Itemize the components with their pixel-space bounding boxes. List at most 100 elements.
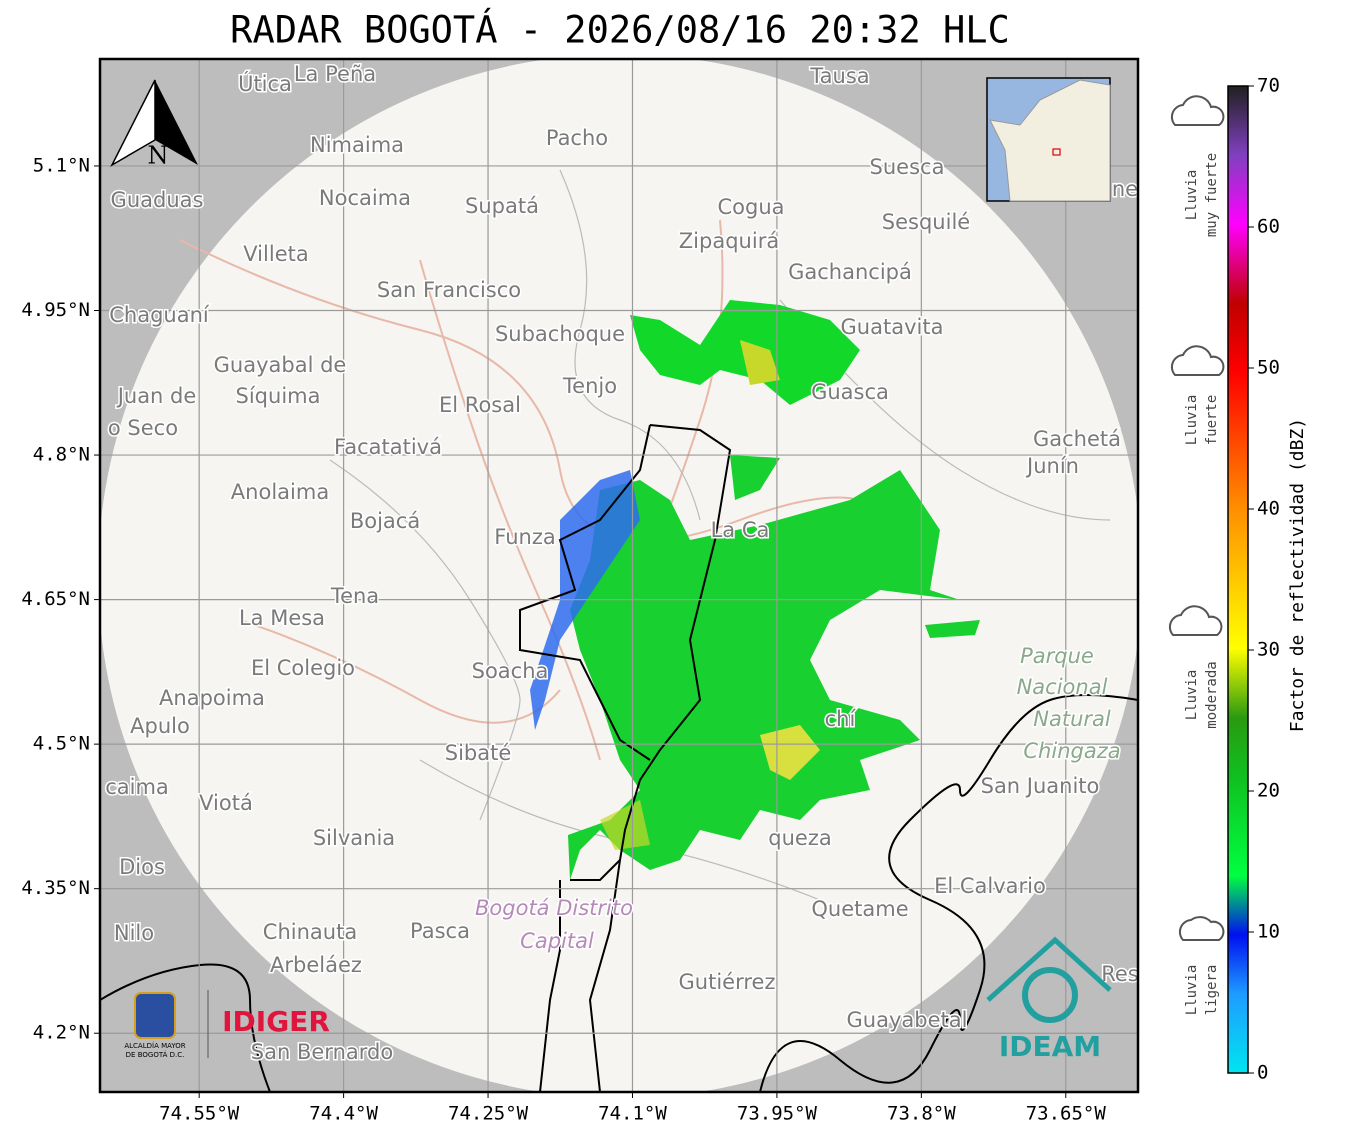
place-label: Sibaté [445, 741, 512, 765]
y-tick-label: 4.35°N [21, 877, 90, 899]
colorbar-tick-label: 30 [1257, 639, 1280, 661]
place-label: Suesca [870, 155, 945, 179]
colorbar [1227, 85, 1249, 1074]
place-label: Guaduas [111, 188, 204, 212]
rain-category: Lluvia [1184, 670, 1200, 721]
colorbar-tick-label: 50 [1257, 357, 1280, 379]
place-label: Cogua [717, 195, 784, 219]
x-tick-label: 73.65°W [1026, 1103, 1107, 1125]
x-tick-label: 74.25°W [448, 1103, 529, 1125]
place-label: Facatativá [334, 435, 442, 459]
place-label: Juan de [116, 384, 197, 408]
place-label: El Colegio [251, 656, 355, 680]
roads [179, 219, 901, 761]
place-label: Villeta [243, 242, 308, 266]
place-label: caima [105, 775, 169, 799]
rain-category: Lluvia [1184, 170, 1200, 221]
place-label: queza [768, 826, 831, 850]
place-label: Funza [494, 525, 555, 549]
place-label: Soacha [472, 659, 549, 683]
y-tick-label: 5.1°N [33, 154, 90, 176]
place-label: Anapoima [159, 686, 265, 710]
park-label: Parque [1020, 644, 1094, 668]
place-label: ne [1112, 177, 1138, 201]
place-label: Útica [238, 71, 292, 96]
north-arrow: N [110, 79, 198, 170]
place-label: Guatavita [841, 315, 944, 339]
rain-category: muy fuerte [1204, 153, 1220, 237]
place-label: Bojacá [350, 509, 420, 533]
y-tick-label: 4.95°N [21, 299, 90, 321]
place-label: San Bernardo [251, 1040, 393, 1064]
place-label: El Calvario [934, 874, 1046, 898]
place-labels: Útica La Peña Tausa Pacho Nimaima Guaduas Noca… [104, 61, 1139, 1066]
place-label: Guayabal de [214, 353, 347, 377]
y-tick-label: 4.8°N [33, 444, 90, 466]
rain-icons [1168, 95, 1225, 941]
place-label: Zipaquirá [679, 229, 779, 253]
x-tick-label: 73.8°W [887, 1103, 956, 1125]
colorbar-tick-label: 60 [1257, 216, 1280, 238]
place-label: Arbeláez [270, 953, 362, 977]
grid [100, 59, 1138, 1092]
district-label: Bogotá Distrito [475, 896, 633, 920]
place-label: Chinauta [263, 920, 357, 944]
place-label: Tena [330, 584, 379, 608]
place-label: Guasca [811, 380, 889, 404]
place-label: El Rosal [439, 393, 521, 417]
x-tick-label: 73.95°W [737, 1103, 818, 1125]
y-tick-label: 4.5°N [33, 733, 90, 755]
colorbar-ticks: 0 10 20 30 40 50 60 70 [1248, 75, 1280, 1084]
colorbar-tick-label: 70 [1257, 75, 1280, 97]
park-label: Chingaza [1023, 739, 1120, 763]
title: RADAR BOGOTÁ - 2026/08/16 20:32 HLC [230, 8, 1010, 52]
place-label: chí [825, 707, 857, 731]
place-label: Guayabetal [847, 1008, 968, 1032]
district-label: Capital [520, 929, 594, 953]
alcaldia-logo: ALCALDÍA MAYOR [124, 1041, 185, 1050]
x-tick-label: 74.1°W [598, 1103, 667, 1125]
place-label: La Ca [711, 518, 770, 542]
place-label: Res [1101, 962, 1139, 986]
place-label: Anolaima [231, 480, 329, 504]
place-label: Nimaima [310, 133, 404, 157]
y-tick-label: 4.65°N [21, 588, 90, 610]
place-label: San Juanito [981, 774, 1100, 798]
place-label: Quetame [811, 897, 908, 921]
rain-category: fuerte [1204, 395, 1220, 446]
rain-category: Lluvia [1184, 965, 1200, 1016]
place-label: Gachetá [1033, 427, 1121, 451]
place-label: Síquima [236, 384, 321, 408]
place-label: Nocaima [319, 186, 411, 210]
place-label: La Mesa [239, 606, 325, 630]
x-tick-label: 74.4°W [309, 1103, 378, 1125]
rain-category: Lluvia [1184, 395, 1200, 446]
idiger-logo: IDIGER [222, 1005, 330, 1038]
colorbar-label: Factor de reflectividad (dBZ) [1287, 418, 1308, 732]
colorbar-tick-label: 0 [1257, 1062, 1268, 1084]
map: Útica La Peña Tausa Pacho Nimaima Guaduas Noca… [100, 59, 1139, 1092]
park-label: Natural [1033, 707, 1111, 731]
alcaldia-logo: DE BOGOTÁ D.C. [126, 1050, 185, 1059]
colorbar-tick-label: 40 [1257, 498, 1280, 520]
logos: ALCALDÍA MAYOR DE BOGOTÁ D.C. IDIGER IDE… [124, 936, 1112, 1063]
rain-category: ligera [1204, 965, 1220, 1016]
place-label: Tausa [809, 64, 869, 88]
x-tick-label: 74.55°W [159, 1103, 240, 1125]
place-label: Nilo [114, 921, 154, 945]
place-label: Sesquilé [882, 210, 970, 234]
place-label: Apulo [130, 714, 190, 738]
place-label: Junín [1025, 454, 1079, 478]
place-label: Gachancipá [788, 260, 912, 284]
place-label: Gutiérrez [679, 970, 776, 994]
place-label: Silvania [313, 826, 395, 850]
place-label: Tenjo [562, 374, 617, 398]
place-label: Pasca [410, 919, 470, 943]
place-label: o Seco [108, 416, 178, 440]
place-label: Pacho [546, 126, 608, 150]
inset-map [986, 77, 1111, 202]
place-label: San Francisco [377, 278, 521, 302]
district-border [100, 424, 1138, 1092]
ideam-logo: IDEAM [999, 1030, 1101, 1063]
